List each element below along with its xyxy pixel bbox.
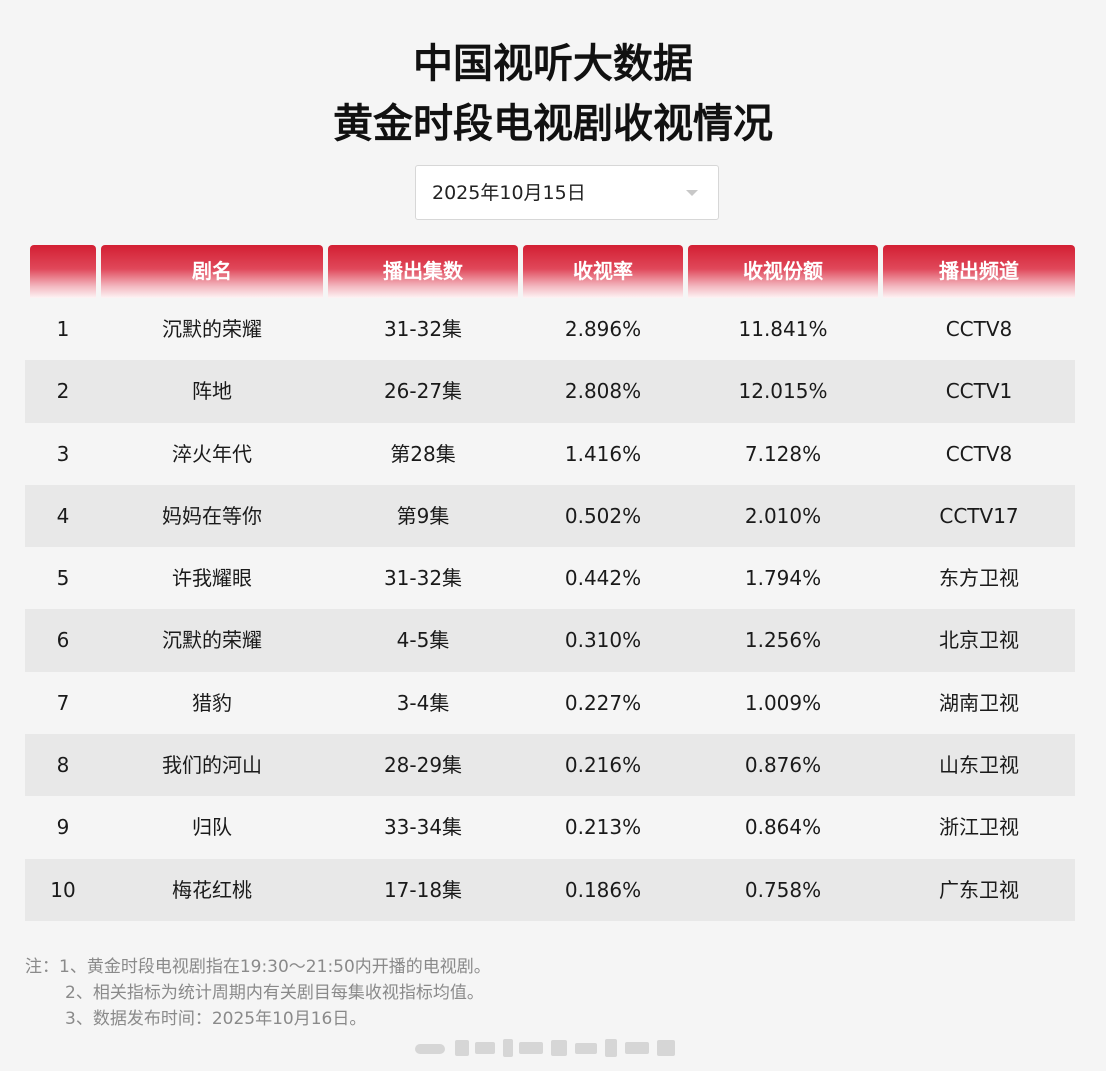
header-name: 剧名 [101, 245, 323, 298]
cell-episodes: 第28集 [390, 441, 456, 466]
cell-rating: 0.502% [564, 503, 642, 528]
cell-rank: 2 [56, 379, 70, 404]
cell-rating: 0.310% [564, 628, 642, 653]
cell-episodes: 28-29集 [383, 753, 463, 778]
watermark-graphic [415, 1039, 675, 1057]
table-row: 4 妈妈在等你 第9集 0.502% 2.010% CCTV17 [25, 484, 1075, 548]
cell-channel: CCTV8 [945, 317, 1013, 341]
ratings-table: 剧名 播出集数 收视率 收视份额 播出频道 1 沉默的荣耀 31-32集 2.896%… [25, 245, 1075, 921]
table-row: 10 梅花红桃 17-18集 0.186% 0.758% 广东卫视 [25, 858, 1075, 921]
header-rank [30, 245, 96, 298]
footnote-2: 2、相关指标为统计周期内有关剧目每集收视指标均值。 [65, 983, 484, 1003]
table-row: 8 我们的河山 28-29集 0.216% 0.876% 山东卫视 [25, 734, 1075, 797]
cell-rank: 10 [50, 877, 76, 902]
cell-episodes: 4-5集 [396, 628, 450, 653]
cell-rank: 5 [56, 566, 70, 591]
cell-name: 阵地 [192, 379, 232, 404]
table-row: 2 阵地 26-27集 2.808% 12.015% CCTV1 [25, 360, 1075, 423]
cell-share: 0.864% [744, 815, 822, 840]
cell-name: 淬火年代 [172, 441, 252, 466]
header-channel: 播出频道 [883, 245, 1075, 298]
cell-channel: CCTV17 [939, 503, 1019, 528]
cell-rating: 0.186% [564, 877, 642, 902]
cell-rating: 0.216% [564, 753, 642, 778]
table-row: 9 归队 33-34集 0.213% 0.864% 浙江卫视 [25, 796, 1075, 858]
cell-channel: 东方卫视 [939, 566, 1019, 591]
cell-episodes: 17-18集 [383, 877, 463, 902]
date-select-value: 2025年10月15日 [432, 182, 586, 204]
page-title-line2: 黄金时段电视剧收视情况 [333, 101, 773, 147]
cell-rating: 0.227% [564, 690, 642, 715]
cell-rank: 4 [56, 503, 70, 528]
cell-name: 归队 [192, 815, 232, 840]
cell-rating: 0.442% [564, 566, 642, 591]
cell-rank: 1 [56, 317, 70, 341]
footnotes: 注：1、黄金时段电视剧指在19:30～21:50内开播的电视剧。 2、相关指标为… [25, 954, 491, 1032]
cell-name: 猎豹 [192, 690, 232, 715]
table-header-row: 剧名 播出集数 收视率 收视份额 播出频道 [25, 245, 1075, 298]
footnote-3: 3、数据发布时间：2025年10月16日。 [65, 1009, 367, 1029]
cell-rating: 0.213% [564, 815, 642, 840]
cell-rank: 7 [56, 690, 70, 715]
page-title-line1: 中国视听大数据 [413, 41, 693, 87]
table-body: 1 沉默的荣耀 31-32集 2.896% 11.841% CCTV8 2 阵地 26-27集 2… [25, 298, 1075, 921]
cell-episodes: 33-34集 [383, 815, 463, 840]
cell-name: 梅花红桃 [172, 877, 252, 902]
cell-rank: 3 [56, 441, 70, 466]
cell-channel: 山东卫视 [939, 753, 1019, 778]
caret-down-icon[interactable] [686, 190, 698, 196]
cell-rating: 1.416% [564, 441, 642, 466]
cell-channel: 广东卫视 [939, 877, 1019, 902]
cell-name: 许我耀眼 [172, 566, 252, 591]
cell-share: 12.015% [738, 379, 828, 404]
cell-episodes: 第9集 [396, 503, 450, 528]
cell-share: 0.876% [744, 753, 822, 778]
cell-share: 2.010% [744, 503, 822, 528]
table-row: 5 许我耀眼 31-32集 0.442% 1.794% 东方卫视 [25, 547, 1075, 609]
cell-rank: 9 [56, 815, 70, 840]
cell-share: 1.794% [744, 566, 822, 591]
cell-rating: 2.808% [564, 379, 642, 404]
cell-share: 0.758% [744, 877, 822, 902]
table-row: 3 淬火年代 第28集 1.416% 7.128% CCTV8 [25, 423, 1075, 485]
table-row: 7 猎豹 3-4集 0.227% 1.009% 湖南卫视 [25, 672, 1075, 734]
cell-rating: 2.896% [564, 317, 642, 341]
cell-episodes: 31-32集 [383, 317, 463, 341]
cell-name: 沉默的荣耀 [162, 317, 262, 341]
footnote-1: 注：1、黄金时段电视剧指在19:30～21:50内开播的电视剧。 [25, 957, 491, 977]
cell-rank: 6 [56, 628, 70, 653]
header-rating: 收视率 [523, 245, 683, 298]
cell-name: 妈妈在等你 [162, 503, 262, 528]
cell-share: 1.009% [744, 690, 822, 715]
cell-channel: 北京卫视 [939, 628, 1019, 653]
cell-episodes: 3-4集 [396, 690, 450, 715]
cell-channel: CCTV8 [945, 441, 1013, 466]
cell-name: 我们的河山 [162, 753, 262, 778]
cell-channel: 湖南卫视 [939, 690, 1019, 715]
cell-rank: 8 [56, 753, 70, 778]
cell-share: 1.256% [744, 628, 822, 653]
table-row: 1 沉默的荣耀 31-32集 2.896% 11.841% CCTV8 [25, 298, 1075, 360]
cell-channel: 浙江卫视 [939, 815, 1019, 840]
cell-episodes: 31-32集 [383, 566, 463, 591]
date-select[interactable]: 2025年10月15日 [415, 165, 719, 220]
cell-share: 11.841% [738, 317, 828, 341]
cell-episodes: 26-27集 [383, 379, 463, 404]
header-episodes: 播出集数 [328, 245, 518, 298]
header-share: 收视份额 [688, 245, 878, 298]
cell-share: 7.128% [744, 441, 822, 466]
cell-channel: CCTV1 [945, 379, 1013, 404]
table-row: 6 沉默的荣耀 4-5集 0.310% 1.256% 北京卫视 [25, 609, 1075, 672]
cell-name: 沉默的荣耀 [162, 628, 262, 653]
